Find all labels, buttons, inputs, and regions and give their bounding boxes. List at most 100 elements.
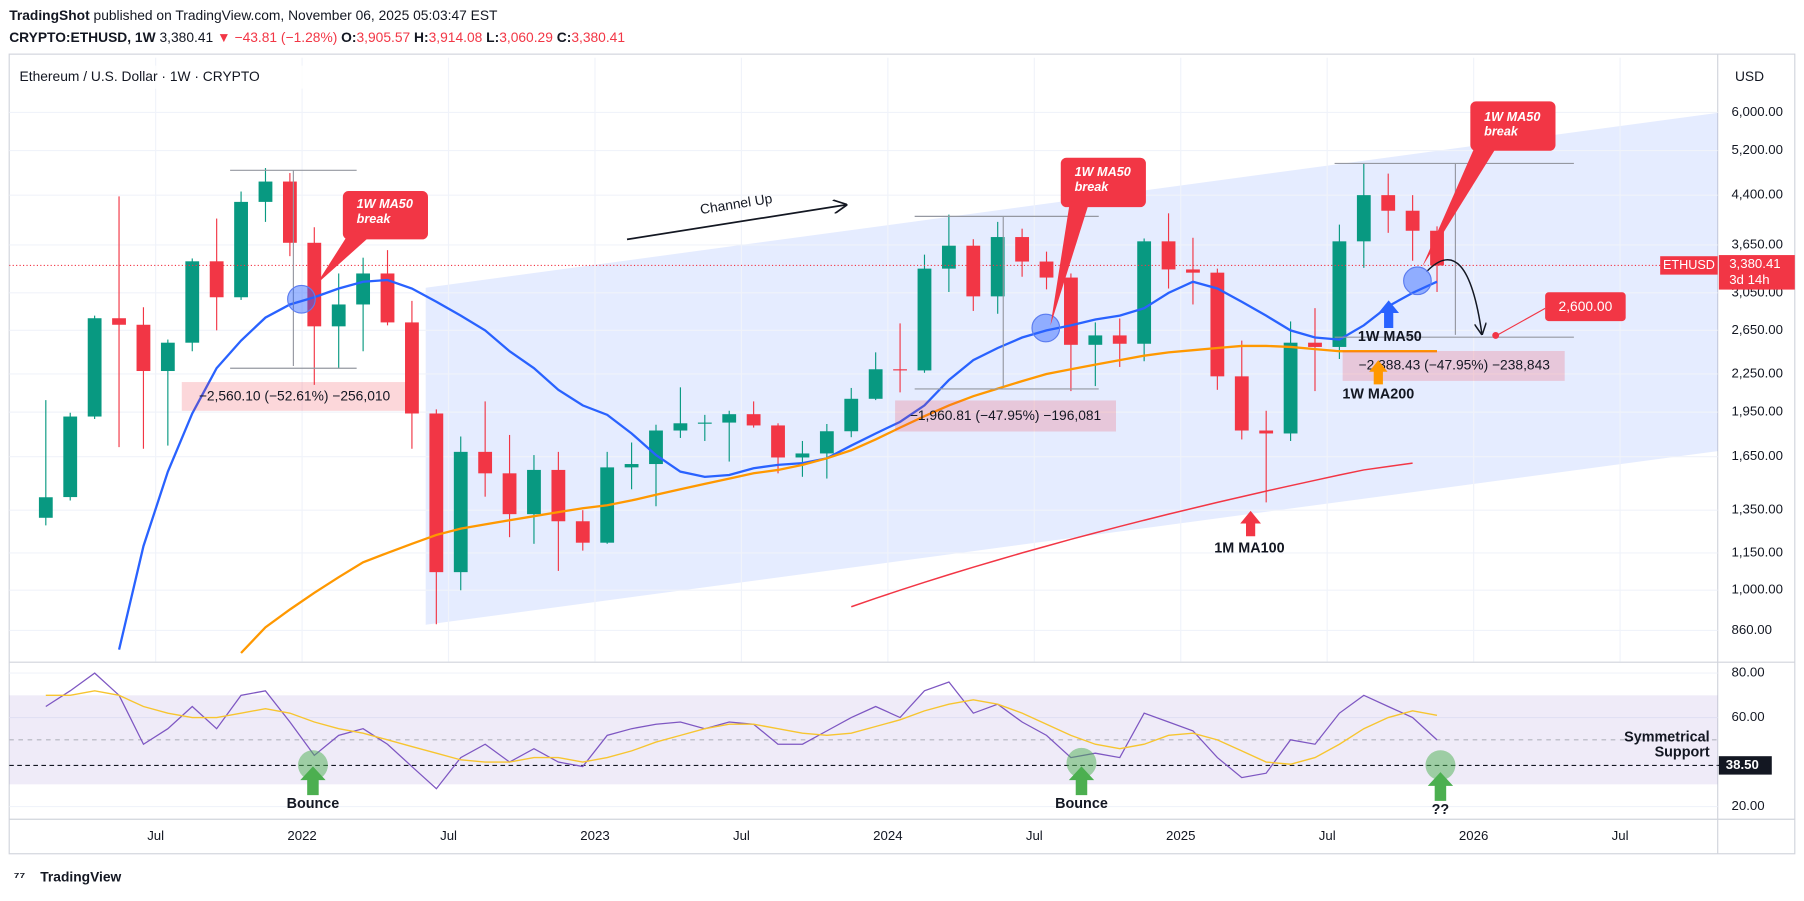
x-tick-label: 2022 [287,828,316,843]
ma-line [240,344,1437,654]
y-tick-label: 1,650.00 [1732,448,1783,463]
k: C: [557,30,572,45]
break-points [287,266,1432,343]
symbol-tag [1660,256,1718,275]
candle-body [209,261,224,298]
candle-body [624,464,639,468]
support-label: Support [1655,744,1710,760]
arrow [1378,300,1400,328]
rsi-label: ?? [1432,802,1450,818]
title-bg [16,65,304,89]
candle-body [112,318,126,325]
target-dot [1492,331,1500,339]
ma-label: 1W MA200 [1342,386,1414,402]
candle-body [136,324,151,372]
chart-title: Ethereum / U.S. Dollar · 1W · CRYPTO [20,69,260,84]
measure-box [181,382,409,411]
currency: USD [1735,69,1764,84]
candle-body [1064,277,1078,345]
callout: break [357,212,392,226]
brand: TradingView [40,870,121,885]
callout: break [1075,180,1110,194]
candle-body [429,413,444,573]
support-label: Symmetrical [1624,729,1710,745]
channel-arrow [626,205,846,241]
price-label: 3,380.41 [1729,256,1780,271]
x-tick-label: Jul [1612,828,1629,843]
candle-body [844,398,859,432]
published: published on TradingView.com, November 0… [94,8,499,23]
frame [8,53,1796,855]
x-tick-label: Jul [147,828,164,843]
y-tick-label: 6,000.00 [1732,104,1783,119]
change: ▼ −43.81 (−1.28%) [217,30,337,45]
callout: 1W MA50 [1484,110,1540,124]
y-tick-label: 1,950.00 [1732,404,1783,419]
candle-body [87,318,102,417]
k: L: [486,30,499,45]
x-tick-label: Jul [1026,828,1043,843]
y-tick-label: 860.00 [1732,622,1772,637]
x-tick-label: 2025 [1166,828,1195,843]
rsi-pane [9,672,1718,808]
y-tick-label: 5,200.00 [1732,142,1783,157]
measure-label: −1,960.81 (−47.95%) −196,081 [910,408,1101,423]
candle-body [63,416,78,498]
candle-body [234,201,248,298]
candle-body [1210,272,1225,377]
candle-body [917,268,932,371]
logo: ⁷⁷ [14,870,26,885]
callout: 1W MA50 [1075,165,1131,179]
candle-body [1308,342,1322,347]
y-tick-label: 1,150.00 [1732,544,1783,559]
candle-body [1430,230,1444,266]
overlay: −2,560.10 (−52.61%) −256,010 −1,960.81 (… [14,65,1764,885]
level-label: 38.50 [1726,757,1759,772]
y-tick-label: 20.00 [1732,798,1765,813]
candle-body [38,497,53,518]
measure-label: −2,388.43 (−47.95%) −238,843 [1359,358,1551,373]
rsi-label: Bounce [1055,796,1108,812]
candle-body [941,245,956,269]
candle-body [160,342,175,372]
target-line [1495,307,1546,337]
bounce-arrows [300,766,1454,801]
candle-body [746,414,761,426]
candle-body [1234,376,1249,431]
candle-body [1332,241,1347,347]
candle-body [478,451,493,474]
symbol: CRYPTO:ETHUSD, 1W [9,30,156,45]
candle-body [380,273,395,323]
candle-body [1112,335,1127,344]
level-tag [1718,756,1772,775]
callout: 1W MA50 [357,197,413,211]
candle-body [649,430,663,465]
last: 3,380.41 [159,30,213,45]
candle-body [405,322,419,414]
candle-body [819,431,834,454]
ma-line [117,278,1438,650]
v: 3,905.57 [356,30,410,45]
y-tick-label: 2,250.00 [1732,365,1783,380]
publisher: TradingShot [9,8,90,23]
callouts [316,101,1556,326]
rsi-line [45,672,1438,790]
k: H: [414,30,429,45]
arrow [1369,360,1388,385]
measure-box [895,400,1116,432]
candle-body [502,473,517,515]
candle-body [1186,269,1200,273]
x-tick-label: 2023 [580,828,609,843]
candle-body [551,469,566,522]
target-label: 2,600.00 [1559,299,1613,314]
y-tick-label: 60.00 [1732,709,1765,724]
ma-line [851,462,1413,608]
candle-body [1405,210,1420,231]
v: 3,380.41 [571,30,625,45]
candle-body [1259,430,1274,434]
y-tick-label: 2,650.00 [1732,322,1783,337]
ma-label: 1M MA100 [1214,541,1284,557]
candle-body [1039,261,1054,278]
y-tick-label: 1,000.00 [1732,582,1783,597]
x-tick-label: Jul [440,828,457,843]
